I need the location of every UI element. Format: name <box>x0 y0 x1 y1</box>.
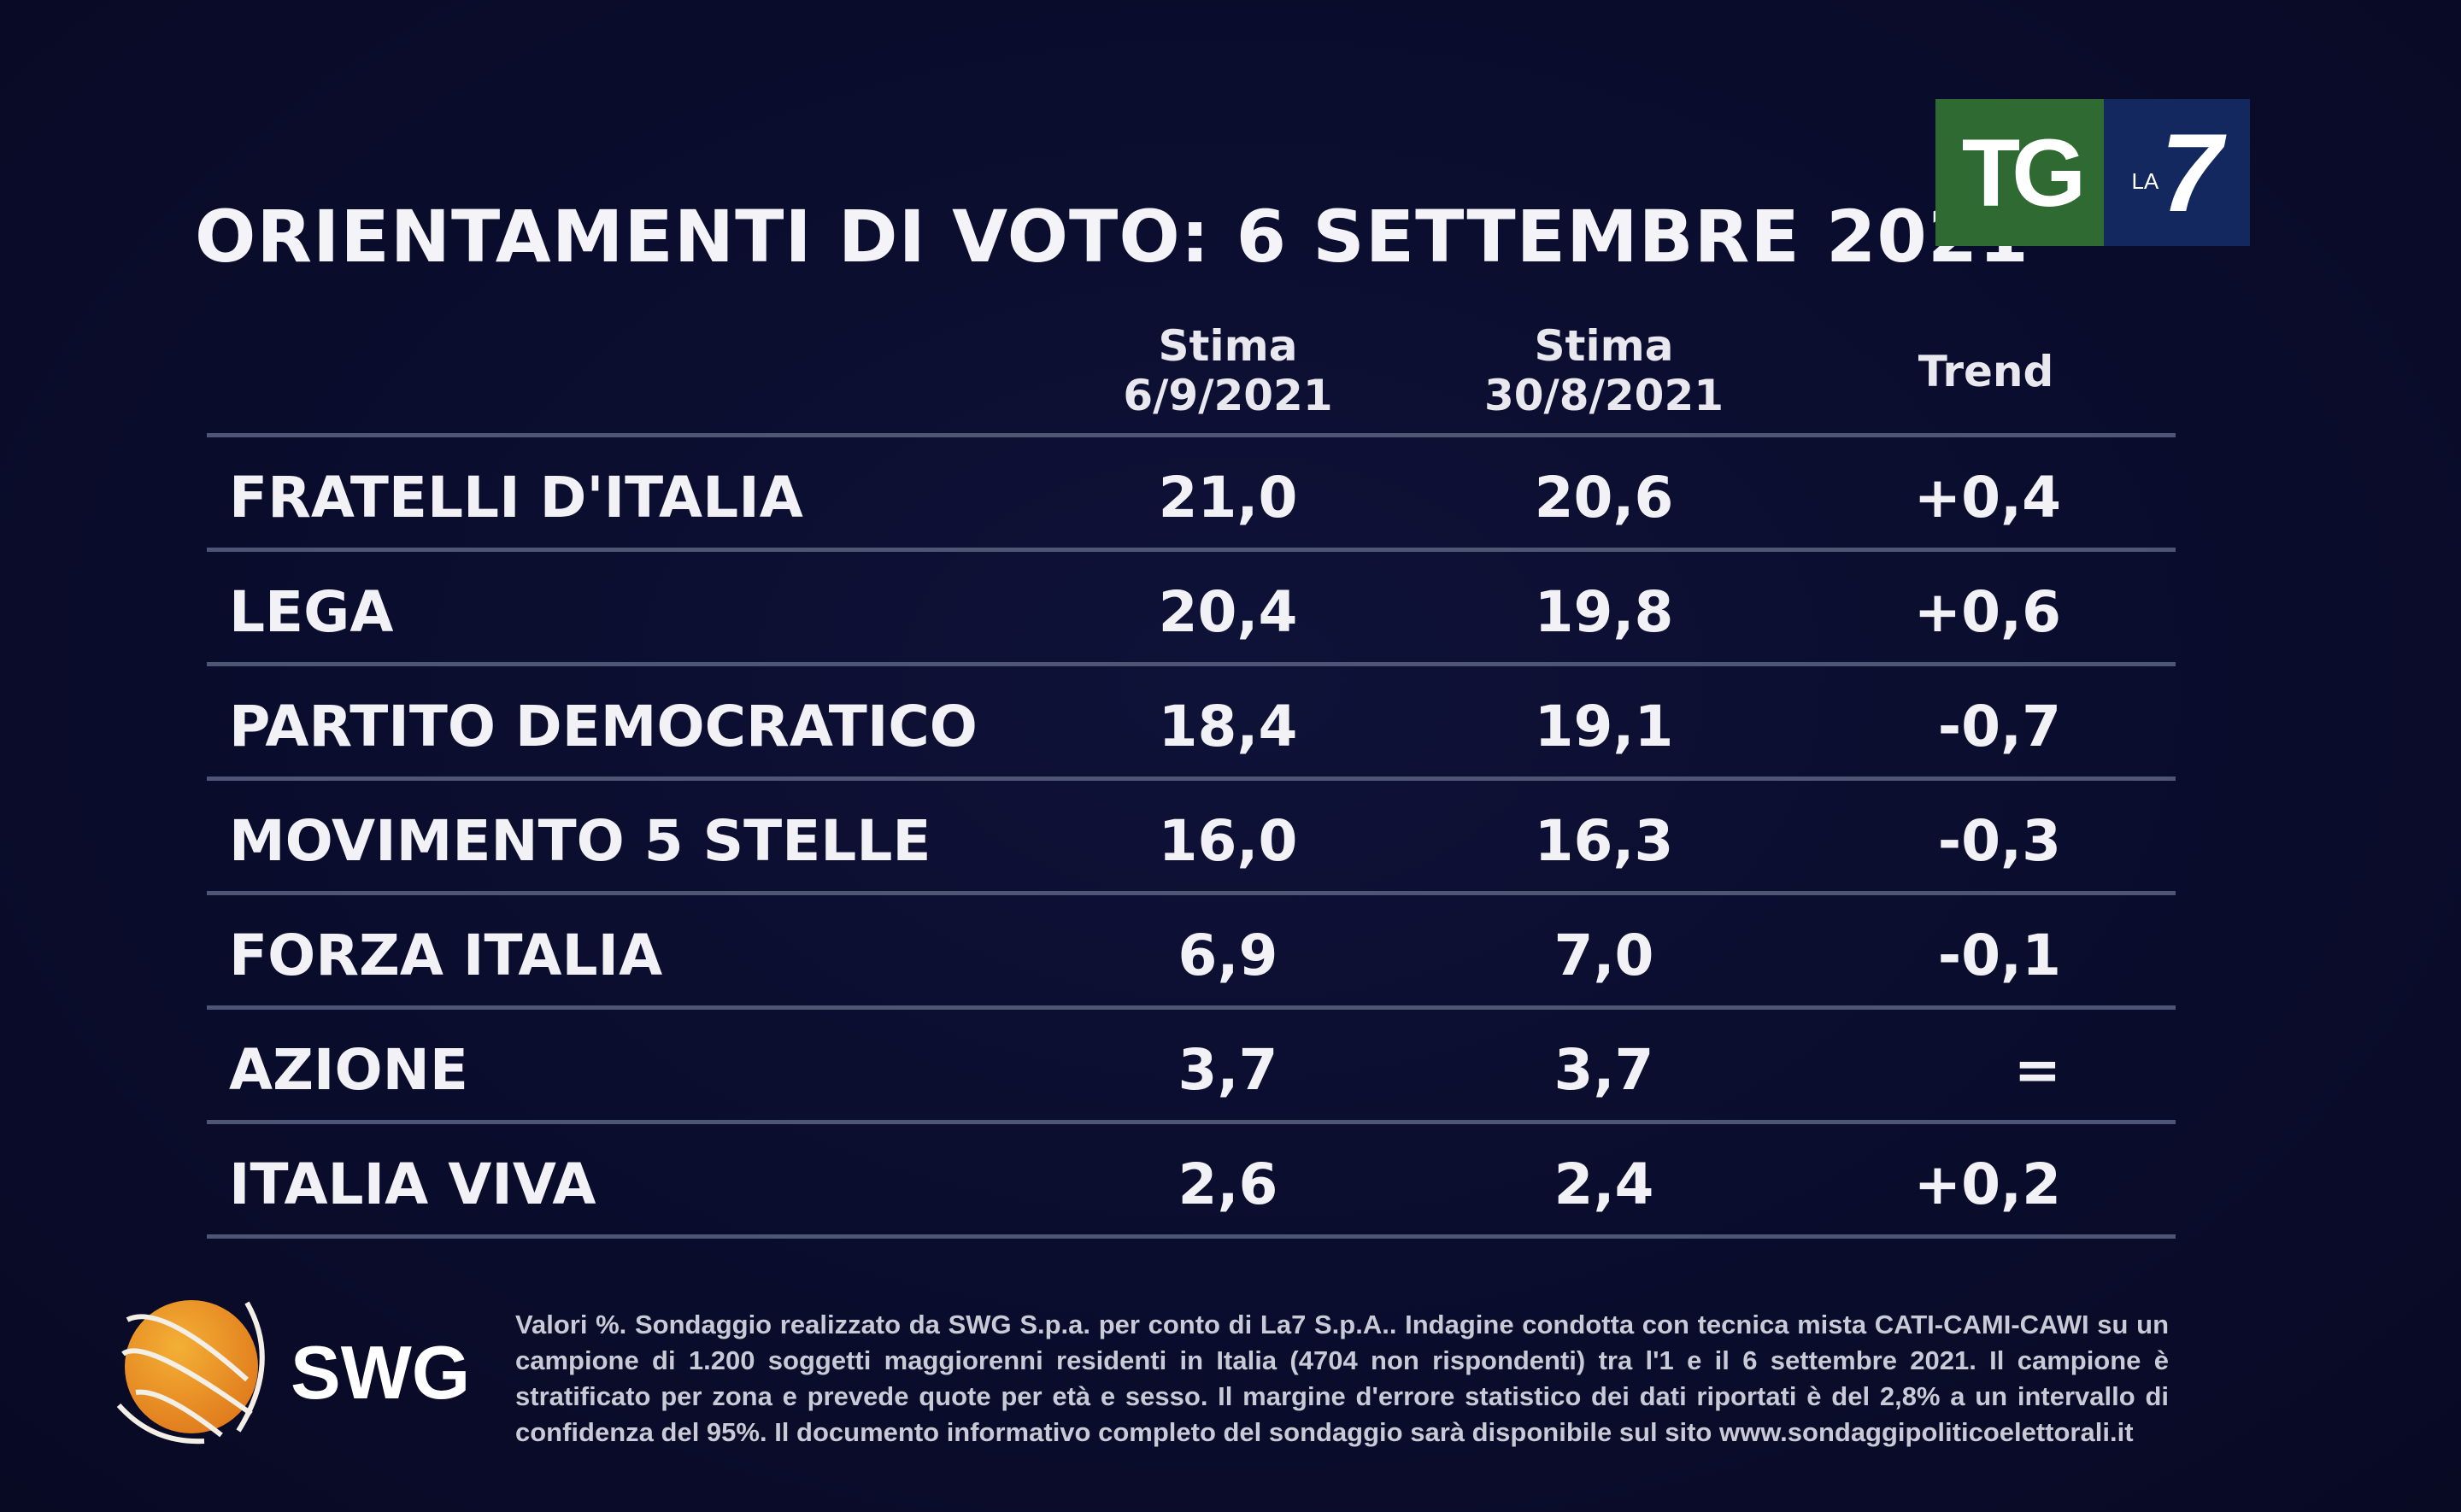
table-row: MOVIMENTO 5 STELLE 16,0 16,3 -0,3 <box>207 777 2176 891</box>
seven-text: 7 <box>2160 110 2223 235</box>
column-header-previous: Stima 30/8/2021 <box>1450 321 1758 420</box>
swg-globe-icon <box>116 1300 265 1445</box>
party-name: MOVIMENTO 5 STELLE <box>229 808 931 874</box>
trend-value: +0,6 <box>1913 579 2061 645</box>
header-line2: 6/9/2021 <box>1123 371 1333 420</box>
header-line1: Stima <box>1534 321 1674 371</box>
trend-value: = <box>2013 1037 2061 1103</box>
trend-value: -0,1 <box>1937 923 2061 988</box>
tg-la7-logo: TG LA 7 <box>1935 99 2250 246</box>
party-name: FRATELLI D'ITALIA <box>229 465 803 530</box>
swg-logo-text: SWG <box>291 1330 471 1415</box>
table-row: FORZA ITALIA 6,9 7,0 -0,1 <box>207 891 2176 1005</box>
trend-value: +0,4 <box>1913 465 2061 530</box>
party-name: FORZA ITALIA <box>229 923 663 988</box>
trend-value: +0,2 <box>1913 1152 2061 1217</box>
header-line1: Trend <box>1918 347 2054 396</box>
trend-value: -0,3 <box>1937 808 2061 874</box>
column-header-current: Stima 6/9/2021 <box>1074 321 1382 420</box>
party-name: AZIONE <box>229 1037 468 1103</box>
page-title: ORIENTAMENTI DI VOTO: 6 SETTEMBRE 2021 <box>195 195 2029 278</box>
table-row: ITALIA VIVA 2,6 2,4 +0,2 <box>207 1120 2176 1239</box>
poll-table: FRATELLI D'ITALIA 21,0 20,6 +0,4 LEGA 20,4 19,… <box>207 433 2176 1239</box>
header-line2: 30/8/2021 <box>1483 371 1724 420</box>
trend-value: -0,7 <box>1937 694 2061 759</box>
column-header-trend: Trend <box>1832 347 2140 396</box>
la7-logo-part: LA 7 <box>2104 99 2250 246</box>
party-name: ITALIA VIVA <box>229 1152 596 1217</box>
header-line1: Stima <box>1158 321 1298 371</box>
table-row: AZIONE 3,7 3,7 = <box>207 1005 2176 1120</box>
table-row: LEGA 20,4 19,8 +0,6 <box>207 548 2176 662</box>
tg-logo-part: TG <box>1935 99 2104 246</box>
table-row: FRATELLI D'ITALIA 21,0 20,6 +0,4 <box>207 433 2176 548</box>
table-row: PARTITO DEMOCRATICO 18,4 19,1 -0,7 <box>207 662 2176 777</box>
methodology-footnote: Valori %. Sondaggio realizzato da SWG S.… <box>515 1310 2169 1447</box>
la-text: LA <box>2131 167 2159 194</box>
party-name: LEGA <box>229 579 394 645</box>
party-name: PARTITO DEMOCRATICO <box>229 694 978 759</box>
